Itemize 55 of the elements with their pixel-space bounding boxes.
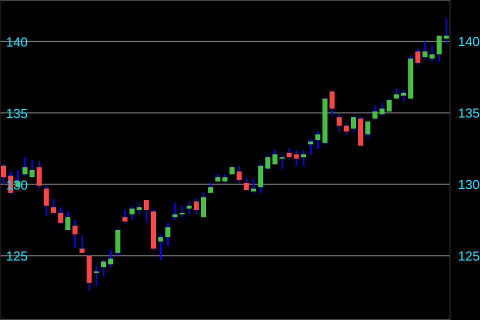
- candlestick: [165, 222, 170, 246]
- y2-tick-label: 125: [458, 248, 480, 264]
- y-tick-label: 135: [6, 106, 28, 121]
- candlestick: [58, 206, 64, 226]
- candlestick: [72, 219, 78, 248]
- candlestick: [265, 154, 270, 171]
- candlestick: [365, 120, 370, 138]
- y2-tick-label: 135: [458, 105, 480, 120]
- candlestick: [1, 164, 6, 186]
- candlestick: [144, 199, 149, 222]
- candlestick: [351, 114, 356, 132]
- candlestick: [258, 164, 264, 194]
- candlestick: [272, 149, 278, 166]
- candlestick: [330, 90, 335, 116]
- candlestick: [94, 264, 99, 286]
- candlestick: [286, 148, 292, 160]
- candlestick: [80, 234, 85, 254]
- candlestick: [201, 192, 206, 218]
- candlestick: [44, 184, 49, 216]
- candlestick: [158, 234, 164, 261]
- candlestick: [380, 102, 385, 116]
- candlestick: [444, 18, 449, 44]
- candlestick: [336, 114, 342, 132]
- candlestick: [436, 34, 442, 62]
- candlestick: [36, 160, 42, 190]
- candlestick: [280, 154, 285, 170]
- candlestick: [208, 182, 214, 194]
- candlestick: [186, 200, 192, 216]
- candlestick: [236, 164, 242, 184]
- candlestick: [136, 202, 142, 216]
- candlestick: [308, 138, 314, 156]
- candlestick: [115, 228, 120, 256]
- y-tick-label: 140: [6, 34, 28, 50]
- y2-tick-label: 130: [458, 176, 480, 192]
- y-tick-label: 125: [6, 248, 28, 264]
- candlestick: [251, 178, 256, 194]
- candlestick: [101, 259, 106, 276]
- candlestick: [430, 44, 435, 62]
- candlestick: [122, 209, 128, 224]
- candlestick: [51, 198, 56, 214]
- candlestick: [415, 48, 420, 66]
- candlestick: [294, 149, 299, 166]
- candlestick: [30, 159, 35, 178]
- y2-tick-label: 140: [458, 34, 480, 50]
- candlestick: [108, 249, 114, 268]
- candlestick: [130, 204, 135, 221]
- candlestick: [315, 130, 320, 150]
- candlestick: [372, 104, 378, 121]
- candlestick: [194, 198, 199, 216]
- candlestick: [344, 124, 349, 136]
- candlestick: [65, 210, 70, 231]
- candlestick: [180, 204, 185, 218]
- candlestick: [22, 156, 28, 176]
- candlestick: [386, 98, 392, 112]
- candlestick: [422, 40, 428, 60]
